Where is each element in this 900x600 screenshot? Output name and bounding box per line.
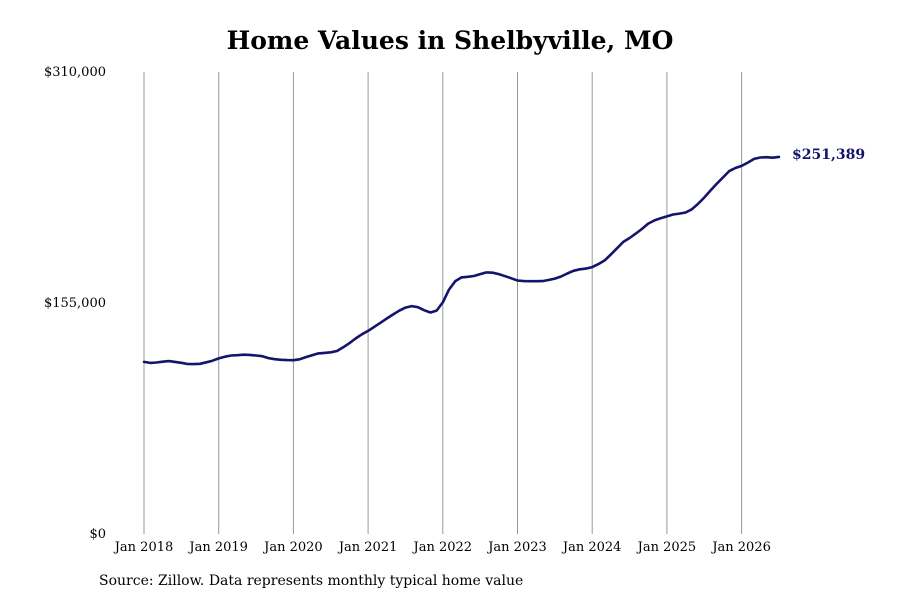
x-axis: Jan 2018 Jan 2019 Jan 2020 Jan 2021 Jan 2022… — [113, 540, 771, 555]
x-tick-label: Jan 2022 — [412, 540, 473, 555]
x-tick-label: Jan 2023 — [486, 540, 547, 555]
end-value-label: $251,389 — [792, 147, 865, 163]
source-note: Source: Zillow. Data represents monthly … — [99, 573, 524, 589]
x-tick-label: Jan 2025 — [636, 540, 697, 555]
x-tick-label: Jan 2018 — [113, 540, 174, 555]
series-lines — [142, 155, 781, 366]
y-tick-label: $310,000 — [44, 65, 106, 80]
y-tick-label: $155,000 — [44, 296, 106, 311]
x-tick-label: Jan 2021 — [337, 540, 398, 555]
chart-title: Home Values in Shelbyville, MO — [226, 26, 674, 55]
x-tick-label: Jan 2026 — [710, 540, 771, 555]
y-tick-label: $0 — [89, 527, 106, 542]
x-tick-label: Jan 2019 — [187, 540, 248, 555]
data-labels: $251,389 — [792, 147, 865, 163]
gridlines — [143, 72, 743, 534]
x-tick-label: Jan 2024 — [561, 540, 622, 555]
x-tick-label: Jan 2020 — [262, 540, 323, 555]
y-axis: $0 $155,000 $310,000 — [44, 65, 106, 542]
series-line — [142, 155, 781, 366]
